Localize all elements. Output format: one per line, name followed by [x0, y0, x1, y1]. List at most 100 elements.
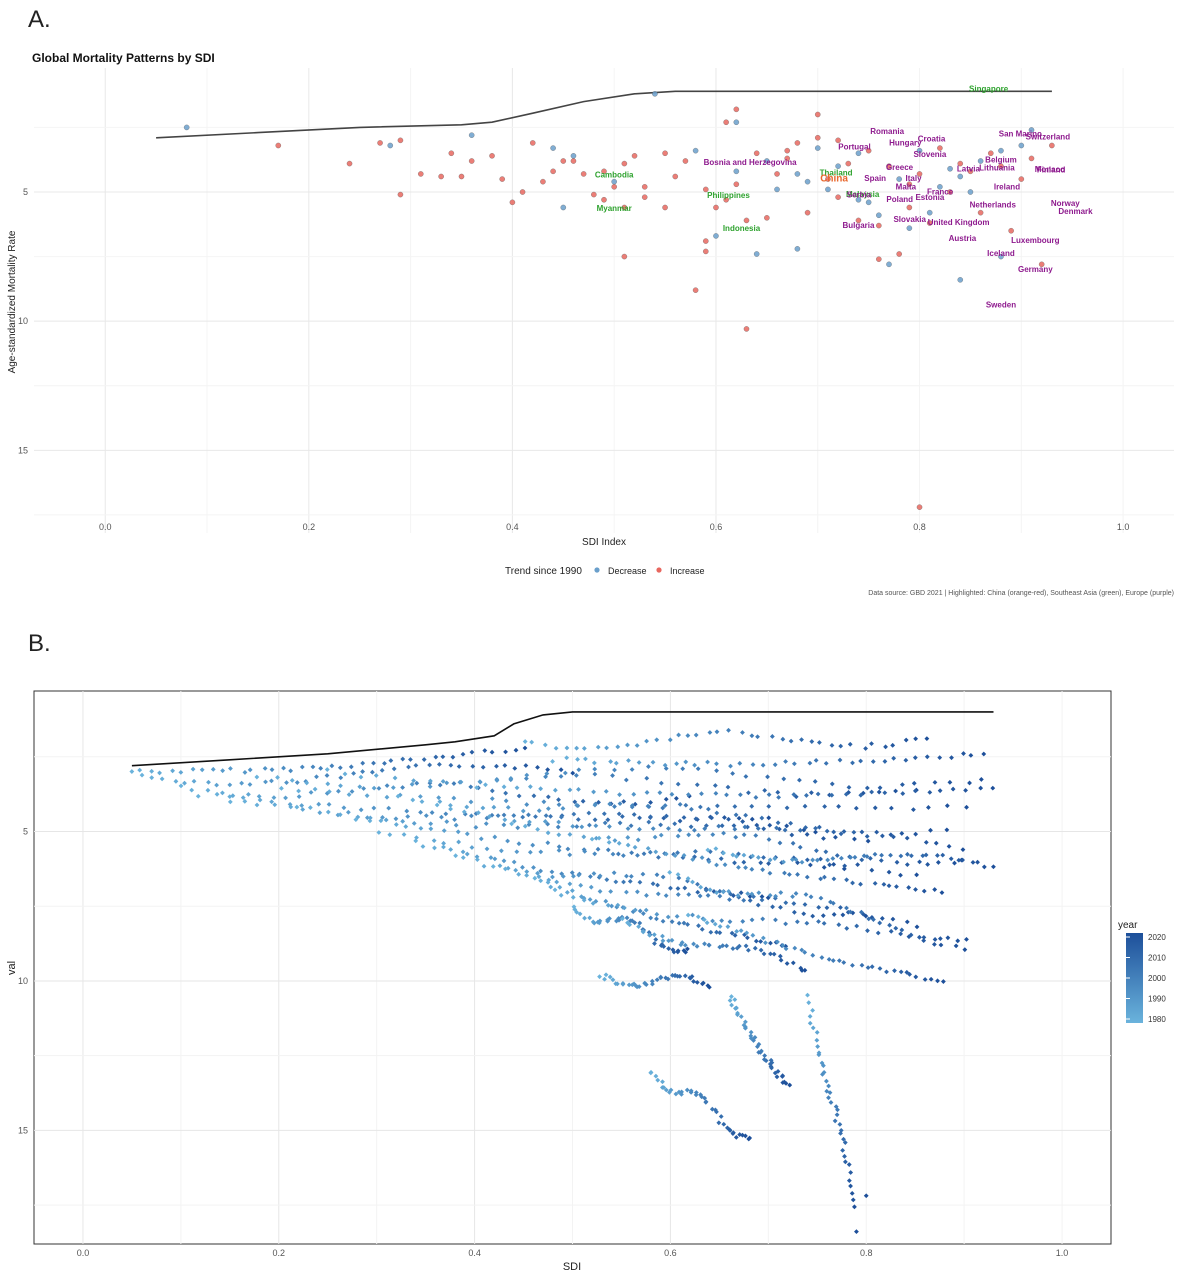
point-decrease: [886, 261, 892, 268]
y-tick-label: 10: [18, 316, 28, 326]
point-decrease: [977, 158, 984, 164]
point-increase: [855, 217, 862, 224]
point-increase: [876, 222, 882, 229]
country-label: Bosnia and Herzegovina: [704, 158, 797, 167]
trajectory-point: [780, 736, 786, 742]
point-increase: [621, 253, 628, 260]
country-label: Greece: [886, 163, 914, 172]
point-increase: [733, 181, 740, 187]
trajectory-point: [254, 774, 260, 780]
chart-b-points: [129, 727, 996, 1235]
country-label: Bulgaria: [842, 221, 875, 230]
y-tick-label: 5: [23, 187, 28, 197]
trajectory-point: [726, 727, 731, 733]
point-decrease: [570, 153, 577, 159]
point-increase: [774, 171, 780, 177]
trajectory-point: [947, 779, 953, 785]
point-decrease: [1018, 142, 1025, 149]
colorbar-tick-label: 1990: [1148, 995, 1166, 1004]
country-label: Singapore: [969, 84, 1009, 93]
chart-a-caption: Data source: GBD 2021 | Highlighted: Chi…: [868, 590, 1174, 597]
chart-b-y-ticks: 5 10 15: [18, 826, 28, 1135]
point-increase: [580, 171, 587, 177]
trajectory-point: [937, 755, 943, 761]
country-label: Italy: [906, 174, 923, 183]
point-increase: [489, 153, 495, 159]
chart-a-points: [183, 91, 1055, 510]
trajectory-point: [876, 789, 882, 795]
country-label: Cambodia: [595, 171, 634, 180]
x-tick-label: 0.0: [77, 1248, 90, 1258]
chart-a-xlabel: SDI Index: [582, 537, 626, 548]
trajectory-point: [562, 770, 568, 776]
country-label: Ireland: [994, 182, 1020, 191]
point-decrease: [387, 142, 393, 149]
point-increase: [784, 147, 790, 154]
country-label: Lithuania: [979, 164, 1015, 173]
country-label: Serbia: [847, 190, 872, 199]
point-increase: [794, 140, 801, 146]
trajectory-point: [583, 756, 588, 762]
point-increase: [1038, 261, 1045, 268]
trajectory-point: [239, 780, 245, 786]
x-tick-label: 0.4: [506, 522, 519, 532]
point-increase: [703, 186, 709, 193]
point-increase: [1049, 142, 1055, 149]
point-increase: [815, 111, 821, 118]
point-increase: [621, 160, 628, 167]
point-increase: [621, 204, 628, 211]
point-increase: [784, 155, 790, 162]
point-decrease: [916, 147, 923, 154]
point-increase: [845, 160, 852, 167]
point-decrease: [906, 225, 913, 231]
chart-b-colorbar: [1126, 933, 1143, 1023]
trajectory-point: [289, 777, 295, 783]
point-decrease: [713, 233, 719, 239]
point-increase: [733, 106, 740, 113]
legend-increase-marker: [656, 567, 662, 573]
point-decrease: [468, 132, 475, 138]
trajectory-point: [713, 790, 719, 796]
point-increase: [926, 220, 933, 226]
point-decrease: [896, 176, 902, 182]
trajectory-point: [788, 820, 794, 826]
trajectory-point: [149, 768, 155, 774]
point-decrease: [560, 204, 567, 211]
y-tick-label: 5: [23, 826, 28, 836]
point-increase: [509, 199, 516, 206]
trajectory-point: [545, 767, 551, 773]
point-increase: [601, 196, 607, 203]
point-decrease: [998, 147, 1004, 154]
trajectory-point: [556, 797, 561, 803]
chart-a-title: Global Mortality Patterns by SDI: [32, 51, 215, 65]
point-increase: [835, 194, 841, 200]
point-increase: [448, 150, 455, 157]
point-increase: [499, 176, 505, 182]
x-tick-label: 1.0: [1117, 522, 1130, 532]
point-increase: [743, 217, 750, 224]
trajectory-point: [346, 792, 352, 797]
country-label: Sweden: [986, 300, 1016, 309]
point-decrease: [794, 246, 801, 252]
country-label: San Marino: [999, 130, 1042, 139]
point-decrease: [876, 212, 882, 218]
chart-b-legend-title: year: [1118, 920, 1138, 931]
chart-a-ylabel: Age-standardized Mortality Rate: [7, 230, 18, 373]
trajectory-point: [558, 767, 564, 773]
panel-a-label: A.: [28, 6, 51, 33]
point-increase: [377, 140, 383, 146]
trajectory-point: [409, 781, 415, 787]
trajectory-point: [725, 784, 731, 790]
trajectory-point: [300, 807, 306, 812]
y-tick-label: 15: [18, 1125, 28, 1135]
trajectory-point: [263, 779, 268, 785]
point-increase: [560, 158, 567, 164]
point-increase: [743, 326, 750, 332]
point-decrease: [855, 196, 862, 203]
point-decrease: [825, 186, 831, 193]
trajectory-point: [417, 794, 423, 799]
chart-a-x-ticks: 0.0 0.2 0.4 0.6 0.8 1.0: [99, 522, 1129, 532]
x-tick-label: 0.2: [303, 522, 316, 532]
point-decrease: [957, 277, 964, 283]
point-increase: [692, 287, 699, 293]
